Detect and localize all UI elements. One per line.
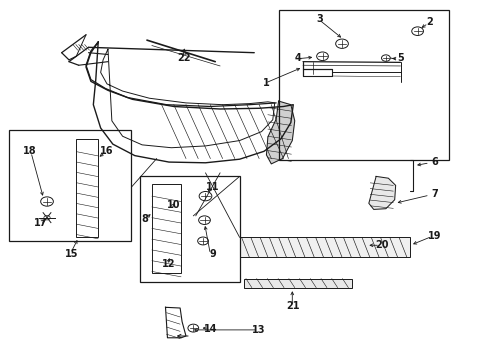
- Text: 22: 22: [177, 53, 190, 63]
- Text: 14: 14: [203, 324, 217, 334]
- Bar: [152, 184, 181, 273]
- Text: 18: 18: [23, 146, 37, 156]
- Bar: [140, 176, 239, 282]
- Text: 13: 13: [252, 325, 265, 335]
- Text: 5: 5: [396, 53, 403, 63]
- Bar: [76, 139, 98, 237]
- Bar: [9, 130, 131, 241]
- Text: 6: 6: [430, 157, 437, 167]
- Polygon shape: [368, 176, 395, 210]
- Text: 16: 16: [100, 146, 114, 156]
- Bar: [278, 10, 448, 160]
- Text: 19: 19: [427, 231, 441, 240]
- Bar: [244, 279, 351, 288]
- Text: 1: 1: [263, 78, 269, 88]
- Text: 2: 2: [426, 17, 432, 27]
- Text: 8: 8: [141, 215, 148, 224]
- Polygon shape: [266, 101, 294, 164]
- Bar: [239, 237, 409, 257]
- Text: 9: 9: [209, 248, 216, 258]
- Text: 3: 3: [316, 14, 323, 24]
- Text: 11: 11: [205, 182, 219, 192]
- Text: 17: 17: [34, 218, 47, 228]
- Text: 20: 20: [374, 239, 388, 249]
- Text: 12: 12: [162, 259, 175, 269]
- Text: 15: 15: [64, 248, 78, 258]
- Text: 10: 10: [167, 200, 180, 210]
- Text: 7: 7: [430, 189, 437, 199]
- Text: 4: 4: [294, 53, 301, 63]
- Text: 21: 21: [286, 301, 300, 311]
